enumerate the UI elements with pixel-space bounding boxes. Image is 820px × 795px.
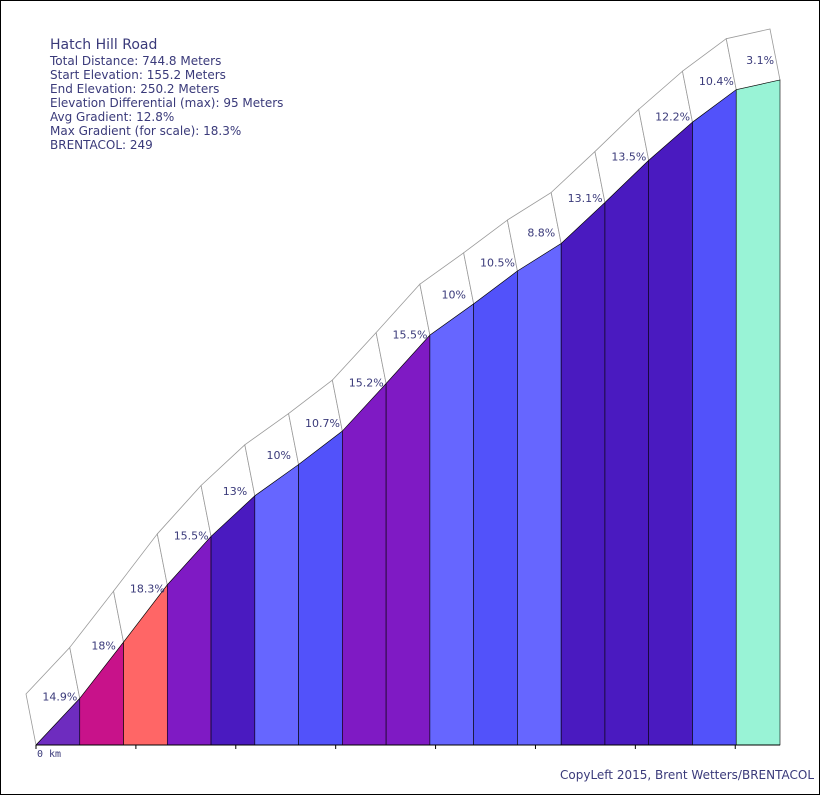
gradient-label: 10.5% [480,256,515,269]
elevation-segment [604,159,650,746]
elevation-segment [560,201,606,746]
copyleft-credit: CopyLeft 2015, Brent Wetters/BRENTACOL [560,768,815,782]
gradient-label: 10.7% [305,417,340,430]
stat-total-distance: Total Distance: 744.8 Meters [50,54,222,68]
elevation-segment [473,270,518,746]
x-axis-start-label: 0 km [37,749,62,760]
gradient-label: 15.5% [174,530,209,543]
gradient-label: 12.2% [655,110,690,123]
chart-title: Hatch Hill Road [50,37,158,53]
gradient-label: 18% [91,639,115,652]
gradient-label: 10% [266,449,290,462]
gradient-label: 8.8% [527,226,555,239]
gradient-label: 14.9% [42,691,77,704]
stat-end-elevation: End Elevation: 250.2 Meters [50,82,220,96]
stat-avg-gradient: Avg Gradient: 12.8% [50,110,175,124]
elevation-segment [735,79,781,746]
stat-elevation-differential: Elevation Differential (max): 95 Meters [50,96,284,110]
elevation-segment [298,430,343,746]
gradient-label: 13.1% [568,192,603,205]
gradient-label: 13% [223,485,247,498]
elevation-segment [692,89,737,746]
elevation-segment [517,242,562,746]
gradient-label: 15.2% [349,376,384,389]
gradient-label: 10.4% [699,75,734,88]
distance-axis [35,744,780,749]
gradient-label: 3.1% [746,54,774,67]
gradient-label: 18.3% [130,583,165,596]
gradient-label: 15.5% [393,328,428,341]
elevation-segment [385,334,431,746]
elevation-segment [342,382,387,746]
elevation-segment [429,303,474,746]
elevation-segment [254,463,299,746]
stat-brentacol-score: BRENTACOL: 249 [50,138,153,152]
elevation-area-layer [35,79,781,746]
gradient-label: 13.5% [611,150,646,163]
gradient-label: 10% [442,288,466,301]
stat-start-elevation: Start Elevation: 155.2 Meters [50,68,226,82]
gradient-label-layer: 14.9% 18% 18.3% 15.5% 13% 10% 10.7% 15.2% 15.5% 1… [42,54,774,704]
stat-max-gradient: Max Gradient (for scale): 18.3% [50,124,242,138]
elevation-segment [648,121,693,746]
elevation-segment [210,495,256,746]
gradient-band-layer [25,28,781,746]
